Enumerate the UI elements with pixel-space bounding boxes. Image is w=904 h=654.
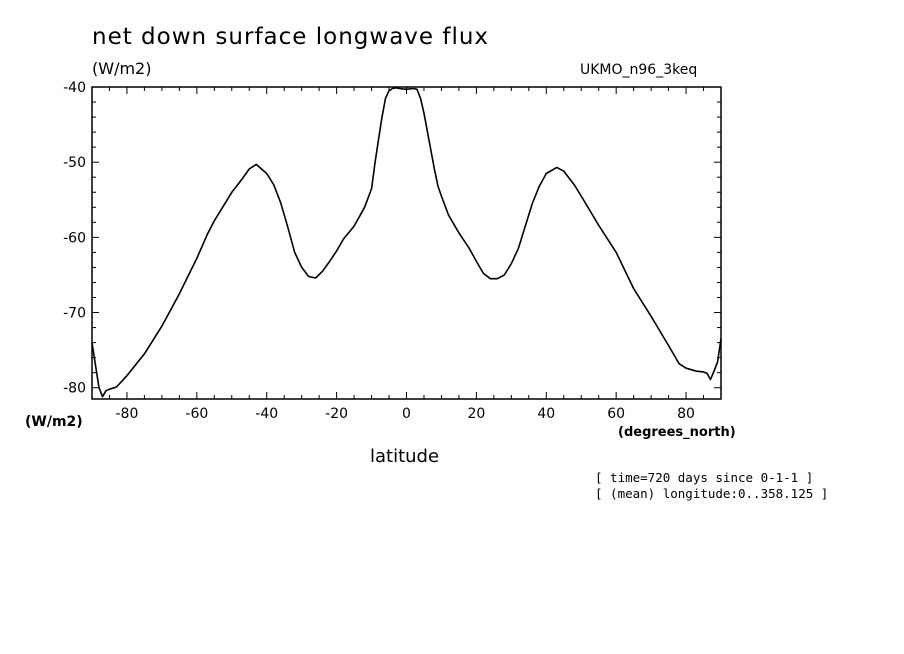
y-tick-label: -70 [63, 306, 86, 322]
chart-title: net down surface longwave flux [92, 24, 490, 50]
x-axis-units: (degrees_north) [618, 425, 736, 440]
y-tick-label: -60 [63, 230, 86, 246]
chart-units: (W/m2) [92, 59, 152, 78]
x-tick-label: -40 [255, 406, 278, 422]
y-tick-label: -50 [63, 155, 86, 171]
x-tick-label: 40 [537, 406, 555, 422]
y-tick-label: -40 [63, 80, 86, 96]
x-tick-label: 60 [607, 406, 625, 422]
x-tick-label: -60 [185, 406, 208, 422]
x-tick-label: -80 [116, 406, 139, 422]
x-axis-label: latitude [370, 446, 440, 467]
axis-ticks [91, 86, 722, 399]
x-tick-label: 80 [677, 406, 695, 422]
time-note: [ time=720 days since 0-1-1 ] [595, 470, 814, 485]
tick-labels: -80 -60 -40 -20 0 20 40 60 80 -40 -50 -60 -70 -80 [63, 80, 695, 422]
x-tick-label: -20 [325, 406, 348, 422]
x-tick-label: 0 [402, 406, 411, 422]
y-axis-units: (W/m2) [25, 414, 83, 430]
flux-line [91, 87, 722, 398]
data-series [91, 87, 722, 398]
dataset-label: UKMO_n96_3keq [580, 62, 698, 78]
longitude-note: [ (mean) longitude:0..358.125 ] [595, 486, 829, 501]
plot-frame [91, 86, 722, 400]
x-tick-label: 20 [467, 406, 485, 422]
y-tick-label: -80 [63, 381, 86, 397]
